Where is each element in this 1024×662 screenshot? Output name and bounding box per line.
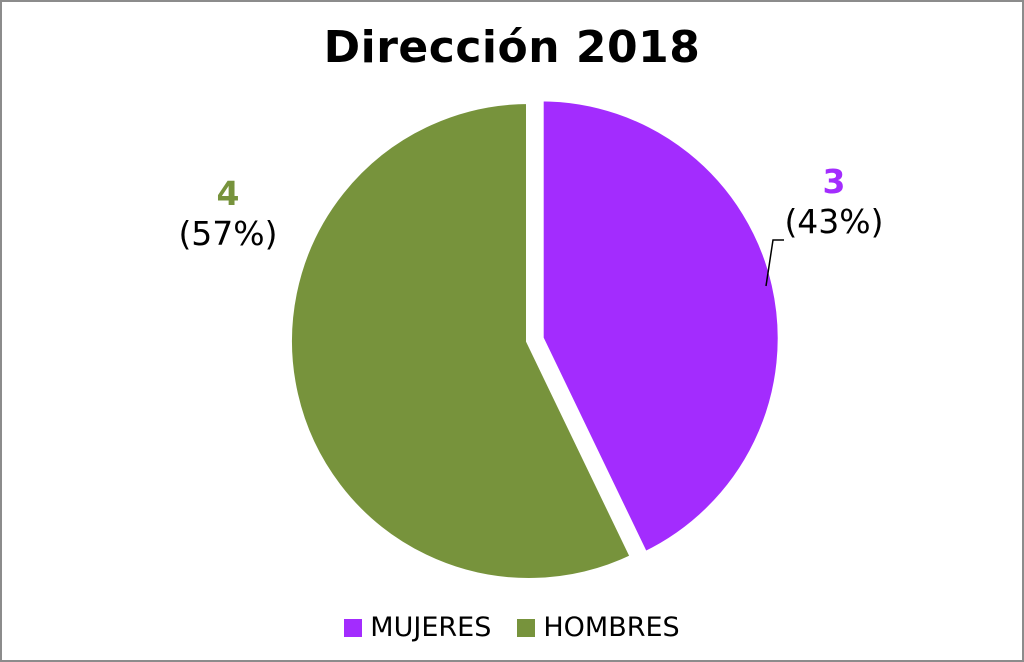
legend-label-mujeres: MUJERES [370, 612, 492, 643]
legend: MUJERES HOMBRES [0, 612, 1024, 643]
data-label-mujeres-percent: (43%) [784, 202, 884, 241]
legend-entry-mujeres: MUJERES [344, 612, 491, 643]
pie-slice-mujeres [537, 95, 784, 559]
leader-line-mujeres [765, 239, 784, 287]
data-label-mujeres-value: 3 [822, 162, 846, 201]
legend-swatch-hombres [517, 618, 536, 637]
data-label-hombres-value: 4 [216, 174, 240, 213]
data-label-mujeres: 3 (43%) [774, 162, 894, 242]
chart-title: Dirección 2018 [323, 22, 701, 73]
legend-label-hombres: HOMBRES [543, 612, 680, 643]
pie-slice-hombres [286, 97, 638, 584]
legend-swatch-mujeres [344, 618, 363, 637]
legend-entry-hombres: HOMBRES [517, 612, 680, 643]
data-label-hombres-percent: (57%) [178, 214, 278, 253]
data-label-hombres: 4 (57%) [168, 174, 288, 254]
